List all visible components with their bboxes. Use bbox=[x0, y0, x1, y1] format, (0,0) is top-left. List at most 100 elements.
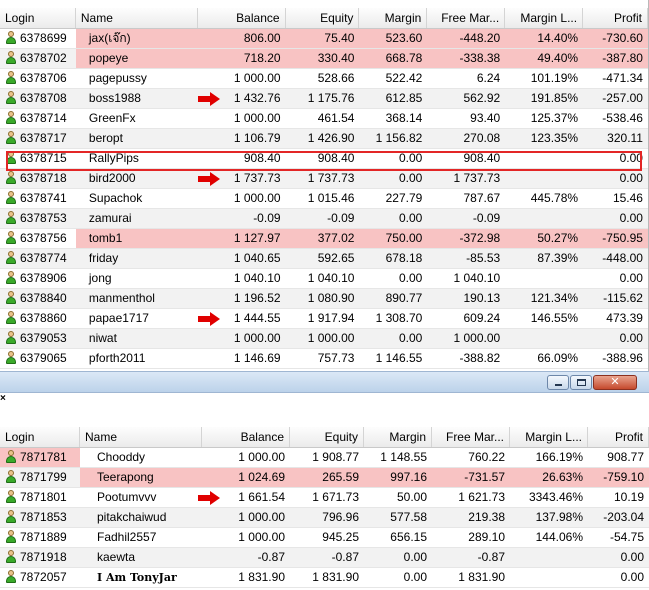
close-icon: ✕ bbox=[610, 376, 620, 388]
user-icon bbox=[5, 231, 17, 244]
cell-free-margin-col: 1 040.10 bbox=[453, 271, 501, 285]
cell-login-col: 7871853 bbox=[20, 510, 67, 524]
table-header: Login Name Balance Equity Margin Free Mar... M… bbox=[0, 8, 648, 29]
cell-margin-col: 0.00 bbox=[398, 331, 423, 345]
cell-balance-col: 1 444.55 bbox=[233, 311, 281, 325]
header-equity-col[interactable]: Equity bbox=[286, 8, 360, 28]
window-titlebar: ✕ bbox=[0, 371, 649, 393]
cell-login-col: 6379065 bbox=[20, 351, 67, 365]
cell-margin-level-col: 144.06% bbox=[535, 530, 583, 544]
cell-login-col: 7871781 bbox=[20, 450, 67, 464]
cell-balance-col: 1 127.97 bbox=[233, 231, 281, 245]
header-login-col[interactable]: Login bbox=[0, 8, 76, 28]
cell-profit-col: 10.19 bbox=[613, 490, 644, 504]
header-margin-col[interactable]: Margin bbox=[359, 8, 428, 28]
cell-free-margin-col: 93.40 bbox=[470, 111, 501, 125]
red-arrow-icon bbox=[198, 172, 220, 186]
cell-login-col: 6378840 bbox=[20, 291, 67, 305]
cell-balance-col: 1 831.90 bbox=[238, 570, 285, 584]
cell-margin-col: 678.18 bbox=[385, 251, 423, 265]
cell-margin-col: 668.78 bbox=[385, 51, 423, 65]
cell-margin-level-col: 50.27% bbox=[537, 231, 579, 245]
close-panel-icon[interactable]: × bbox=[0, 393, 6, 404]
header-name-col[interactable]: Name bbox=[80, 427, 202, 447]
table-row[interactable]: 6378714 GreenFx 1 000.00 461.54 368.14 93.40 1… bbox=[0, 109, 648, 129]
header-equity-col[interactable]: Equity bbox=[290, 427, 364, 447]
cell-equity-col: 1 426.90 bbox=[307, 131, 355, 145]
table-row[interactable]: 6378860 papae1717 1 444.55 1 917.94 1 308.70… bbox=[0, 309, 648, 329]
table-row[interactable]: 6378756 tomb1 1 127.97 377.02 750.00 -372.98 5… bbox=[0, 229, 648, 249]
header-balance-col[interactable]: Balance bbox=[202, 427, 290, 447]
cell-margin-col: 0.00 bbox=[403, 550, 427, 564]
header-margin-level-col[interactable]: Margin L... bbox=[510, 427, 588, 447]
cell-margin-level-col: 445.78% bbox=[530, 191, 579, 205]
table-row[interactable]: 6378717 beropt 1 106.79 1 426.90 1 156.82 270… bbox=[0, 129, 648, 149]
table-row[interactable]: 6378741 Supachok 1 000.00 1 015.46 227.79 787… bbox=[0, 189, 648, 209]
cell-free-margin-col: -338.38 bbox=[459, 51, 501, 65]
table-row[interactable]: 7871799 Teerapong 1 024.69 265.59 997.16 -731… bbox=[0, 468, 649, 488]
header-login-col[interactable]: Login bbox=[0, 427, 80, 447]
cell-margin-col: 368.14 bbox=[385, 111, 423, 125]
minimize-icon bbox=[555, 384, 562, 386]
cell-margin-col: 522.42 bbox=[385, 71, 423, 85]
cell-login-col: 7871918 bbox=[20, 550, 67, 564]
table-row[interactable]: 6378702 popeye 718.20 330.40 668.78 -338.38 49… bbox=[0, 49, 648, 69]
cell-balance-col: 1 040.10 bbox=[233, 271, 281, 285]
table-row[interactable]: 6379053 niwat 1 000.00 1 000.00 0.00 1 000.00… bbox=[0, 329, 648, 349]
table-row[interactable]: 6378699 jax(เจ๊ก) 806.00 75.40 523.60 -448.20… bbox=[0, 29, 648, 49]
table-row[interactable]: 6378906 jong 1 040.10 1 040.10 0.00 1 040.10 0… bbox=[0, 269, 648, 289]
maximize-button[interactable] bbox=[570, 375, 592, 390]
cell-free-margin-col: 1 621.73 bbox=[458, 490, 505, 504]
cell-margin-col: 656.15 bbox=[390, 530, 427, 544]
table-row[interactable]: 7872057 I Am TonyJar 1 831.90 1 831.90 0.00 1… bbox=[0, 568, 649, 588]
cell-name-col: kaewta bbox=[97, 550, 136, 564]
cell-margin-level-col: 14.40% bbox=[537, 31, 579, 45]
header-margin-level-col[interactable]: Margin L... bbox=[505, 8, 584, 28]
table-row[interactable]: 6378753 zamurai -0.09 -0.09 0.00 -0.09 0.00 bbox=[0, 209, 648, 229]
header-free-margin-col[interactable]: Free Mar... bbox=[432, 427, 510, 447]
cell-free-margin-col: -388.82 bbox=[459, 351, 501, 365]
cell-margin-col: 0.00 bbox=[398, 151, 423, 165]
minimize-button[interactable] bbox=[547, 375, 569, 390]
cell-name-col: tomb1 bbox=[88, 231, 123, 245]
user-icon bbox=[5, 311, 17, 324]
table-row[interactable]: 6379065 pforth2011 1 146.69 757.73 1 146.55 -… bbox=[0, 349, 648, 369]
close-button[interactable]: ✕ bbox=[593, 375, 637, 390]
table-row[interactable]: 7871889 Fadhil2557 1 000.00 945.25 656.15 289… bbox=[0, 528, 649, 548]
header-balance-col[interactable]: Balance bbox=[198, 8, 286, 28]
cell-login-col: 6378756 bbox=[20, 231, 67, 245]
table-row[interactable]: 7871918 kaewta -0.87 -0.87 0.00 -0.87 0.00 bbox=[0, 548, 649, 568]
cell-equity-col: 945.25 bbox=[322, 530, 359, 544]
table-row[interactable]: 6378718 bird2000 1 737.73 1 737.73 0.00 1 737… bbox=[0, 169, 648, 189]
cell-margin-col: 0.00 bbox=[398, 211, 423, 225]
accounts-panel-top: Login Name Balance Equity Margin Free Mar... M… bbox=[0, 0, 649, 371]
header-profit-col[interactable]: Profit bbox=[588, 427, 649, 447]
cell-login-col: 6378702 bbox=[20, 51, 67, 65]
cell-name-col: papae1717 bbox=[88, 311, 149, 325]
table-row[interactable]: 6378715 RallyPips 908.40 908.40 0.00 908.40 0.… bbox=[0, 149, 648, 169]
header-margin-col[interactable]: Margin bbox=[364, 427, 432, 447]
header-name-col[interactable]: Name bbox=[76, 8, 198, 28]
cell-margin-level-col: 166.19% bbox=[535, 450, 583, 464]
table-row[interactable]: 6378840 manmenthol 1 196.52 1 080.90 890.77 1… bbox=[0, 289, 648, 309]
header-profit-col[interactable]: Profit bbox=[583, 8, 648, 28]
table-row[interactable]: 6378706 pagepussy 1 000.00 528.66 522.42 6.24… bbox=[0, 69, 648, 89]
table-row[interactable]: 7871781 Chooddy 1 000.00 1 908.77 1 148.55 76… bbox=[0, 448, 649, 468]
cell-free-margin-col: -372.98 bbox=[459, 231, 501, 245]
cell-equity-col: 330.40 bbox=[317, 51, 355, 65]
table-row[interactable]: 7871853 pitakchaiwud 1 000.00 796.96 577.58 2… bbox=[0, 508, 649, 528]
user-icon bbox=[5, 111, 17, 124]
header-free-margin-col[interactable]: Free Mar... bbox=[427, 8, 506, 28]
cell-margin-level-col: 26.63% bbox=[542, 470, 583, 484]
cell-login-col: 6378708 bbox=[20, 91, 67, 105]
cell-login-col: 6378906 bbox=[20, 271, 67, 285]
cell-margin-level-col: 191.85% bbox=[530, 91, 579, 105]
table-row[interactable]: 6378774 friday 1 040.65 592.65 678.18 -85.53 8… bbox=[0, 249, 648, 269]
cell-profit-col: -730.60 bbox=[602, 31, 643, 45]
cell-profit-col: 0.00 bbox=[619, 151, 643, 165]
table-row[interactable]: 7871801 Pootumvvv 1 661.54 1 671.73 50.00 1 6… bbox=[0, 488, 649, 508]
table-row[interactable]: 6378708 boss1988 1 432.76 1 175.76 612.85 562… bbox=[0, 89, 648, 109]
cell-profit-col: 0.00 bbox=[619, 211, 643, 225]
cell-free-margin-col: -0.09 bbox=[472, 211, 501, 225]
user-icon bbox=[5, 251, 17, 264]
